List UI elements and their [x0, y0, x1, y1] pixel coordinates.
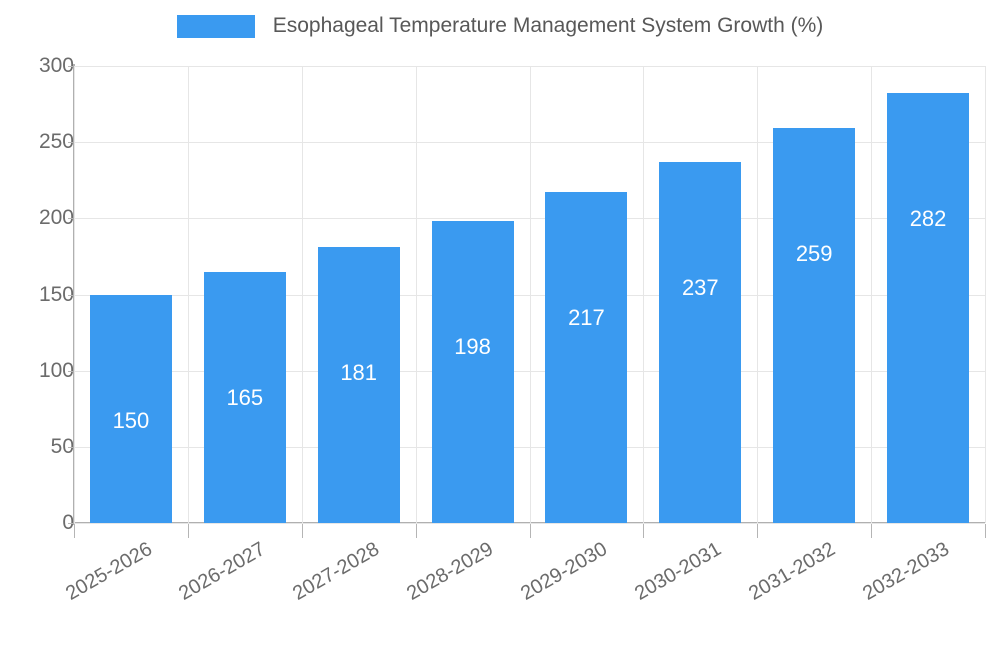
bar-chart: Esophageal Temperature Management System… — [0, 0, 1000, 605]
gridline-horizontal — [74, 142, 985, 144]
x-axis-tick-mark — [302, 524, 303, 538]
y-axis-tick-label: 250 — [38, 130, 74, 154]
x-axis-tick-mark — [985, 524, 986, 538]
y-axis-tick-mark — [68, 218, 75, 220]
plot-area: 150 165 181 198 217 237 259 282 — [74, 66, 986, 524]
legend-color-swatch — [176, 14, 255, 38]
gridline-vertical — [757, 66, 758, 523]
gridline-vertical — [188, 66, 189, 523]
y-axis-tick-mark — [68, 523, 75, 524]
x-axis-tick-mark — [416, 524, 417, 538]
bar-2031-2032[interactable]: 259 — [773, 128, 856, 523]
gridline-horizontal — [74, 294, 985, 296]
gridline-horizontal — [74, 446, 985, 448]
x-axis-tick-mark — [74, 524, 75, 538]
gridline-vertical — [871, 66, 872, 523]
gridline-vertical — [416, 66, 417, 523]
gridline-horizontal — [74, 523, 985, 524]
y-axis-tick-label: 150 — [38, 282, 74, 306]
x-axis-tick-mark — [871, 524, 872, 538]
y-axis-tick-label: 300 — [38, 54, 74, 77]
y-axis-tick-label: 50 — [50, 434, 74, 458]
x-axis-tick-mark — [757, 524, 758, 538]
gridline-horizontal — [74, 370, 985, 372]
bar-2025-2026[interactable]: 150 — [89, 294, 172, 523]
x-axis-tick-mark — [188, 524, 189, 538]
bar-value-label: 217 — [568, 305, 605, 331]
bar-value-label: 150 — [112, 407, 150, 433]
gridline-vertical — [302, 66, 303, 523]
bar-2029-2030[interactable]: 217 — [545, 192, 628, 523]
bar-value-label: 198 — [454, 334, 491, 360]
bar-value-label: 237 — [681, 274, 719, 300]
y-axis-tick-label: 200 — [38, 206, 74, 230]
y-axis-tick-label: 100 — [38, 358, 74, 382]
bar-value-label: 165 — [226, 384, 264, 410]
y-axis-tick-label: 0 — [8, 511, 74, 535]
x-axis-tick-mark — [530, 524, 531, 538]
gridline-vertical — [74, 66, 75, 523]
bar-value-label: 282 — [909, 206, 947, 232]
gridline-vertical — [985, 66, 986, 523]
bar-2032-2033[interactable]: 282 — [887, 93, 970, 523]
y-axis-tick-mark — [68, 294, 75, 296]
gridline-horizontal — [74, 218, 985, 220]
gridline-horizontal — [74, 66, 985, 67]
y-axis-tick-mark — [68, 370, 75, 372]
y-axis-tick-mark — [68, 446, 75, 448]
bar-value-label: 259 — [795, 241, 833, 267]
bar-2026-2027[interactable]: 165 — [203, 271, 286, 523]
chart-legend: Esophageal Temperature Management System… — [0, 14, 1000, 38]
bar-2028-2029[interactable]: 198 — [431, 221, 514, 523]
bar-2030-2031[interactable]: 237 — [659, 161, 742, 523]
bar-2027-2028[interactable]: 181 — [317, 247, 400, 523]
y-axis-tick-mark — [68, 66, 75, 67]
x-axis-tick-mark — [643, 524, 644, 538]
y-axis-labels: 0 50 100 150 200 250 300 — [0, 0, 75, 600]
legend-label: Esophageal Temperature Management System… — [272, 14, 824, 37]
gridline-vertical — [530, 66, 531, 523]
gridline-vertical — [643, 66, 644, 523]
y-axis-tick-mark — [68, 142, 75, 144]
bar-value-label: 181 — [340, 360, 378, 386]
